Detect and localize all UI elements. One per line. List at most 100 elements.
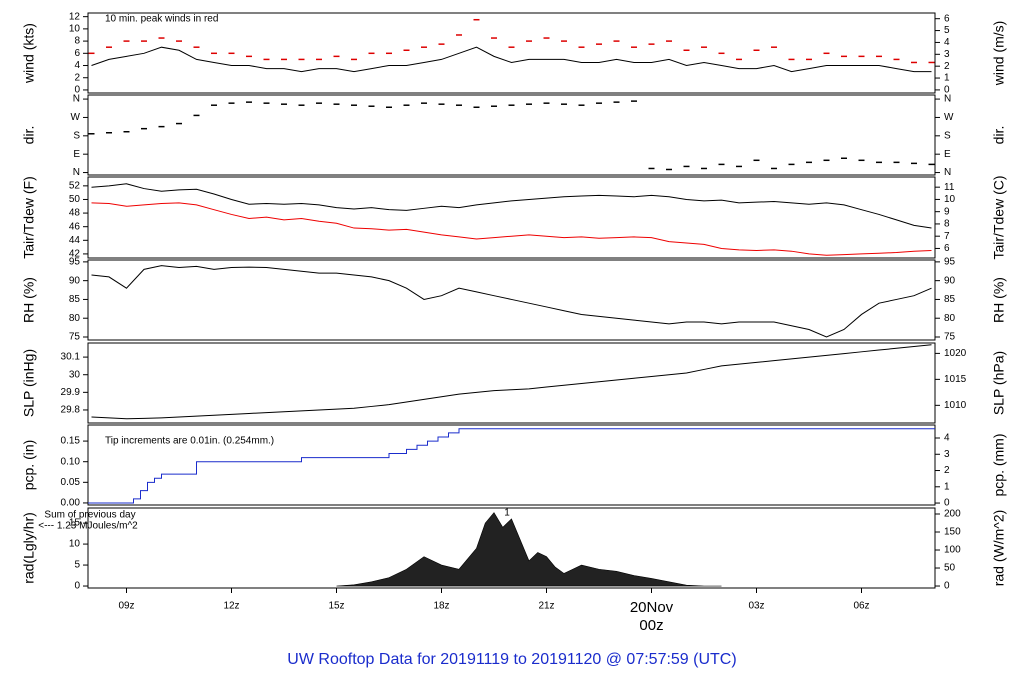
annotation: <--- 1.23 MJoules/m^2 bbox=[38, 521, 138, 532]
y2-axis-label: rad (W/m^2) bbox=[991, 510, 1007, 587]
y2-tick-label: 6 bbox=[944, 243, 950, 254]
y-tick-label: 5 bbox=[74, 560, 80, 571]
y-axis-label: wind (kts) bbox=[21, 23, 37, 84]
y2-tick-label: 7 bbox=[944, 231, 950, 242]
panel-frame bbox=[87, 342, 936, 424]
y-tick-label: 8 bbox=[74, 36, 80, 47]
y2-tick-label: 10 bbox=[944, 194, 956, 205]
y-tick-label: W bbox=[71, 112, 81, 123]
x-tick-label: 15z bbox=[328, 601, 344, 612]
annotation: 10 min. peak winds in red bbox=[105, 14, 218, 25]
y2-tick-label: 5 bbox=[944, 25, 950, 36]
x-tick-label: 09z bbox=[118, 601, 134, 612]
y-tick-label: 30 bbox=[69, 369, 81, 380]
y2-tick-label: 0 bbox=[944, 498, 950, 509]
y-axis-label: RH (%) bbox=[21, 277, 37, 323]
page-title: UW Rooftop Data for 20191119 to 20191120… bbox=[287, 651, 736, 668]
y2-tick-label: 100 bbox=[944, 545, 961, 556]
y-axis-label: Tair/Tdew (F) bbox=[21, 176, 37, 258]
y2-tick-label: 95 bbox=[944, 257, 956, 268]
y2-tick-label: 80 bbox=[944, 313, 956, 324]
y-tick-label: 85 bbox=[69, 294, 81, 305]
y-tick-label: 0.15 bbox=[61, 436, 81, 447]
y-tick-label: 0.00 bbox=[61, 498, 81, 509]
y-tick-label: 10 bbox=[69, 24, 81, 35]
x-tick-label: 00z bbox=[639, 617, 663, 634]
y2-tick-label: 85 bbox=[944, 294, 956, 305]
x-tick-label: 21z bbox=[538, 601, 554, 612]
y2-tick-label: 90 bbox=[944, 275, 956, 286]
y2-tick-label: 2 bbox=[944, 61, 950, 72]
y-tick-label: S bbox=[73, 130, 80, 141]
y-axis-label: rad(Lgly/hr) bbox=[21, 512, 37, 584]
x-tick-label: 18z bbox=[433, 601, 449, 612]
y-tick-label: 2 bbox=[74, 72, 80, 83]
y2-axis-label: wind (m/s) bbox=[991, 21, 1007, 87]
y-axis-label: pcp. (in) bbox=[21, 440, 37, 491]
annotation: Tip increments are 0.01in. (0.254mm.) bbox=[105, 436, 274, 447]
y2-tick-label: E bbox=[944, 149, 951, 160]
y-tick-label: 80 bbox=[69, 313, 81, 324]
y-tick-label: 0.10 bbox=[61, 456, 81, 467]
y2-tick-label: 3 bbox=[944, 449, 950, 460]
panel-frame bbox=[87, 94, 936, 176]
y2-tick-label: 200 bbox=[944, 509, 961, 520]
y2-tick-label: 4 bbox=[944, 433, 950, 444]
line bbox=[91, 183, 932, 229]
y-tick-label: N bbox=[73, 167, 80, 178]
y2-tick-label: 1 bbox=[944, 73, 950, 84]
y2-tick-label: 1015 bbox=[944, 374, 967, 385]
y-tick-label: 12 bbox=[69, 11, 81, 22]
y2-tick-label: 4 bbox=[944, 37, 950, 48]
y2-tick-label: 150 bbox=[944, 527, 961, 538]
y-tick-label: 46 bbox=[69, 221, 81, 232]
x-tick-label: 03z bbox=[748, 601, 764, 612]
y-tick-label: E bbox=[73, 149, 80, 160]
x-tick-label: 12z bbox=[223, 601, 239, 612]
annotation: 1 bbox=[504, 508, 510, 519]
y-tick-label: 42 bbox=[69, 249, 81, 260]
area bbox=[336, 512, 722, 587]
y-tick-label: N bbox=[73, 94, 80, 105]
y-tick-label: 6 bbox=[74, 48, 80, 59]
line bbox=[91, 344, 932, 420]
y-axis-label: dir. bbox=[21, 126, 37, 145]
y2-tick-label: 1 bbox=[944, 481, 950, 492]
y2-tick-label: 2 bbox=[944, 465, 950, 476]
y2-tick-label: 50 bbox=[944, 563, 956, 574]
y-tick-label: 15 bbox=[69, 518, 81, 529]
y-tick-label: 90 bbox=[69, 275, 81, 286]
y2-tick-label: W bbox=[944, 112, 954, 123]
y2-tick-label: N bbox=[944, 167, 951, 178]
panel-frame bbox=[87, 424, 936, 506]
y-tick-label: 0.05 bbox=[61, 477, 81, 488]
y2-tick-label: 8 bbox=[944, 219, 950, 230]
y-tick-label: 30.1 bbox=[61, 352, 81, 363]
x-tick-label: 06z bbox=[853, 601, 869, 612]
y2-tick-label: 1010 bbox=[944, 400, 967, 411]
y-tick-label: 52 bbox=[69, 180, 81, 191]
y2-axis-label: pcp. (mm) bbox=[991, 434, 1007, 497]
y-tick-label: 0 bbox=[74, 85, 80, 96]
y2-tick-label: 6 bbox=[944, 13, 950, 24]
y2-tick-label: 0 bbox=[944, 85, 950, 96]
y-tick-label: 75 bbox=[69, 332, 81, 343]
y-tick-label: 48 bbox=[69, 208, 81, 219]
y2-tick-label: S bbox=[944, 130, 951, 141]
panel-frame bbox=[87, 176, 936, 259]
line bbox=[91, 265, 932, 338]
y2-tick-label: N bbox=[944, 94, 951, 105]
y2-tick-label: 3 bbox=[944, 49, 950, 60]
y-axis-label: SLP (inHg) bbox=[21, 349, 37, 417]
annotation: Sum of previous day bbox=[44, 510, 135, 521]
y-tick-label: 4 bbox=[74, 60, 80, 71]
line bbox=[91, 202, 932, 256]
y2-axis-label: RH (%) bbox=[991, 277, 1007, 323]
line bbox=[88, 428, 935, 504]
line bbox=[91, 46, 932, 73]
y2-tick-label: 0 bbox=[944, 581, 950, 592]
y2-tick-label: 75 bbox=[944, 332, 956, 343]
y-tick-label: 0 bbox=[74, 581, 80, 592]
y-tick-label: 29.9 bbox=[61, 387, 81, 398]
